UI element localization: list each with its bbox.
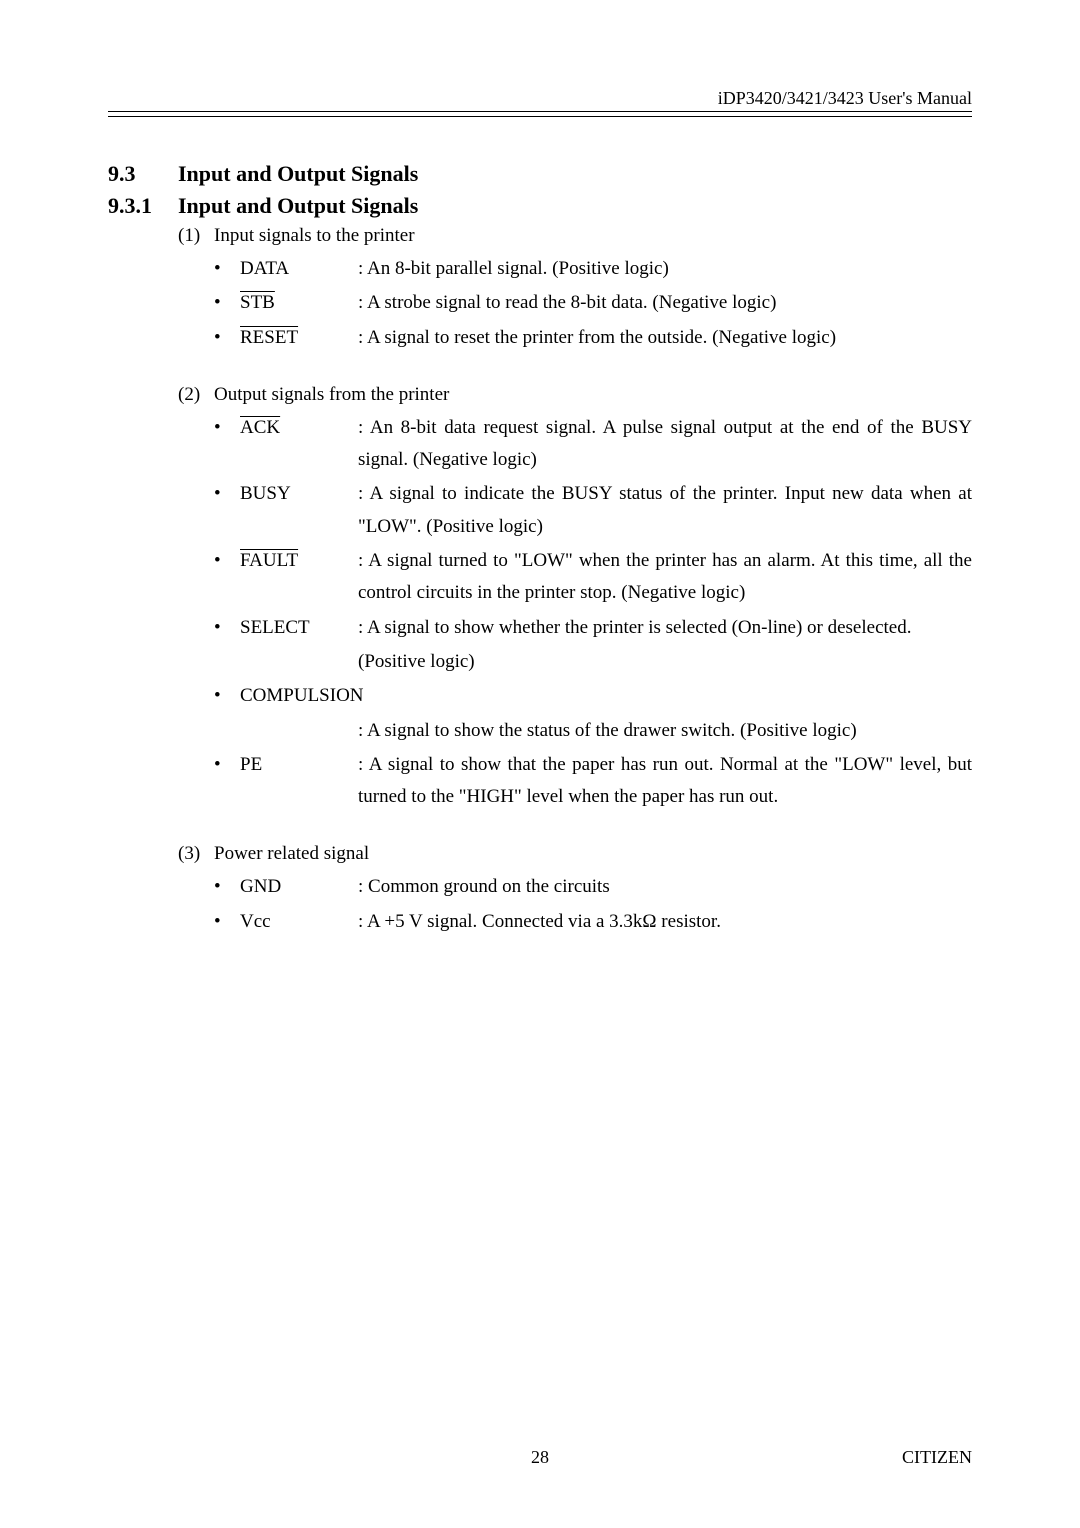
signal-row: •DATA: An 8-bit parallel signal. (Positi… [214, 253, 972, 285]
signal-desc: : A signal to show the status of the dra… [358, 715, 972, 747]
signal-row: •GND: Common ground on the circuits [214, 871, 972, 903]
signal-name: COMPULSION [240, 680, 358, 712]
signal-row: •Vcc: A +5 V signal. Connected via a 3.3… [214, 906, 972, 938]
bullet-spacer [214, 715, 240, 747]
signal-row: •RESET: A signal to reset the printer fr… [214, 322, 972, 354]
group-title: Input signals to the printer [214, 225, 415, 246]
bullet-icon: • [214, 680, 240, 712]
signal-name: FAULT [240, 545, 358, 610]
bullet-icon: • [214, 322, 240, 354]
header-rule [108, 116, 972, 117]
signal-list: •ACK: An 8-bit data request signal. A pu… [214, 412, 972, 814]
page: iDP3420/3421/3423 User's Manual 9.3 Inpu… [0, 0, 1080, 1528]
signal-desc: : A signal to show whether the printer i… [358, 612, 972, 644]
signal-name: ACK [240, 412, 358, 477]
signal-name: Vcc [240, 906, 358, 938]
bullet-icon: • [214, 287, 240, 319]
subsection-title: Input and Output Signals [178, 193, 418, 219]
group-title: Output signals from the printer [214, 384, 449, 405]
signal-name: DATA [240, 253, 358, 285]
group-number: (2) [178, 384, 214, 406]
bullet-spacer [214, 646, 240, 678]
subsection-number: 9.3.1 [108, 193, 178, 219]
signal-desc-cont: (Positive logic) [214, 646, 972, 678]
signal-desc: : Common ground on the circuits [358, 871, 972, 903]
signal-desc-cont: : A signal to show the status of the dra… [214, 715, 972, 747]
signal-desc: (Positive logic) [358, 646, 972, 678]
group-number: (1) [178, 225, 214, 247]
group-spacer [178, 940, 972, 962]
content-block: (1)Input signals to the printer•DATA: An… [178, 225, 972, 962]
signal-list: •GND: Common ground on the circuits•Vcc:… [214, 871, 972, 938]
page-number: 28 [108, 1447, 972, 1468]
signal-row: •ACK: An 8-bit data request signal. A pu… [214, 412, 972, 477]
signal-row: •SELECT: A signal to show whether the pr… [214, 612, 972, 644]
group-heading: (3)Power related signal [178, 843, 972, 865]
signal-name-spacer [240, 715, 358, 747]
bullet-icon: • [214, 612, 240, 644]
signal-name-spacer [240, 646, 358, 678]
bullet-icon: • [214, 253, 240, 285]
signal-desc: : A strobe signal to read the 8-bit data… [358, 287, 972, 319]
signal-row: •PE: A signal to show that the paper has… [214, 749, 972, 814]
section-9-3-1: 9.3.1 Input and Output Signals [108, 193, 972, 219]
signal-desc: : A signal to show that the paper has ru… [358, 749, 972, 814]
signal-name: SELECT [240, 612, 358, 644]
signal-list: •DATA: An 8-bit parallel signal. (Positi… [214, 253, 972, 354]
bullet-icon: • [214, 545, 240, 610]
signal-desc: : A signal to reset the printer from the… [358, 322, 972, 354]
bullet-icon: • [214, 749, 240, 814]
bullet-icon: • [214, 478, 240, 543]
footer: 28 CITIZEN [108, 1447, 972, 1468]
signal-name: PE [240, 749, 358, 814]
signal-name: GND [240, 871, 358, 903]
section-9-3: 9.3 Input and Output Signals [108, 161, 972, 187]
signal-desc: : An 8-bit parallel signal. (Positive lo… [358, 253, 972, 285]
header-text: iDP3420/3421/3423 User's Manual [108, 88, 972, 112]
bullet-icon: • [214, 906, 240, 938]
signal-desc [358, 680, 972, 712]
section-title: Input and Output Signals [178, 161, 418, 187]
signal-row: •BUSY: A signal to indicate the BUSY sta… [214, 478, 972, 543]
signal-row: •STB: A strobe signal to read the 8-bit … [214, 287, 972, 319]
bullet-icon: • [214, 412, 240, 477]
signal-row: •COMPULSION [214, 680, 972, 712]
signal-desc: : A signal turned to "LOW" when the prin… [358, 545, 972, 610]
group-heading: (1)Input signals to the printer [178, 225, 972, 247]
signal-desc: : A signal to indicate the BUSY status o… [358, 478, 972, 543]
bullet-icon: • [214, 871, 240, 903]
section-number: 9.3 [108, 161, 178, 187]
group-title: Power related signal [214, 843, 369, 864]
signal-name: STB [240, 287, 358, 319]
signal-row: •FAULT: A signal turned to "LOW" when th… [214, 545, 972, 610]
group-spacer [178, 815, 972, 837]
signal-desc: : An 8-bit data request signal. A pulse … [358, 412, 972, 477]
group-heading: (2)Output signals from the printer [178, 384, 972, 406]
signal-name: RESET [240, 322, 358, 354]
group-spacer [178, 356, 972, 378]
group-number: (3) [178, 843, 214, 865]
signal-name: BUSY [240, 478, 358, 543]
signal-desc: : A +5 V signal. Connected via a 3.3kΩ r… [358, 906, 972, 938]
